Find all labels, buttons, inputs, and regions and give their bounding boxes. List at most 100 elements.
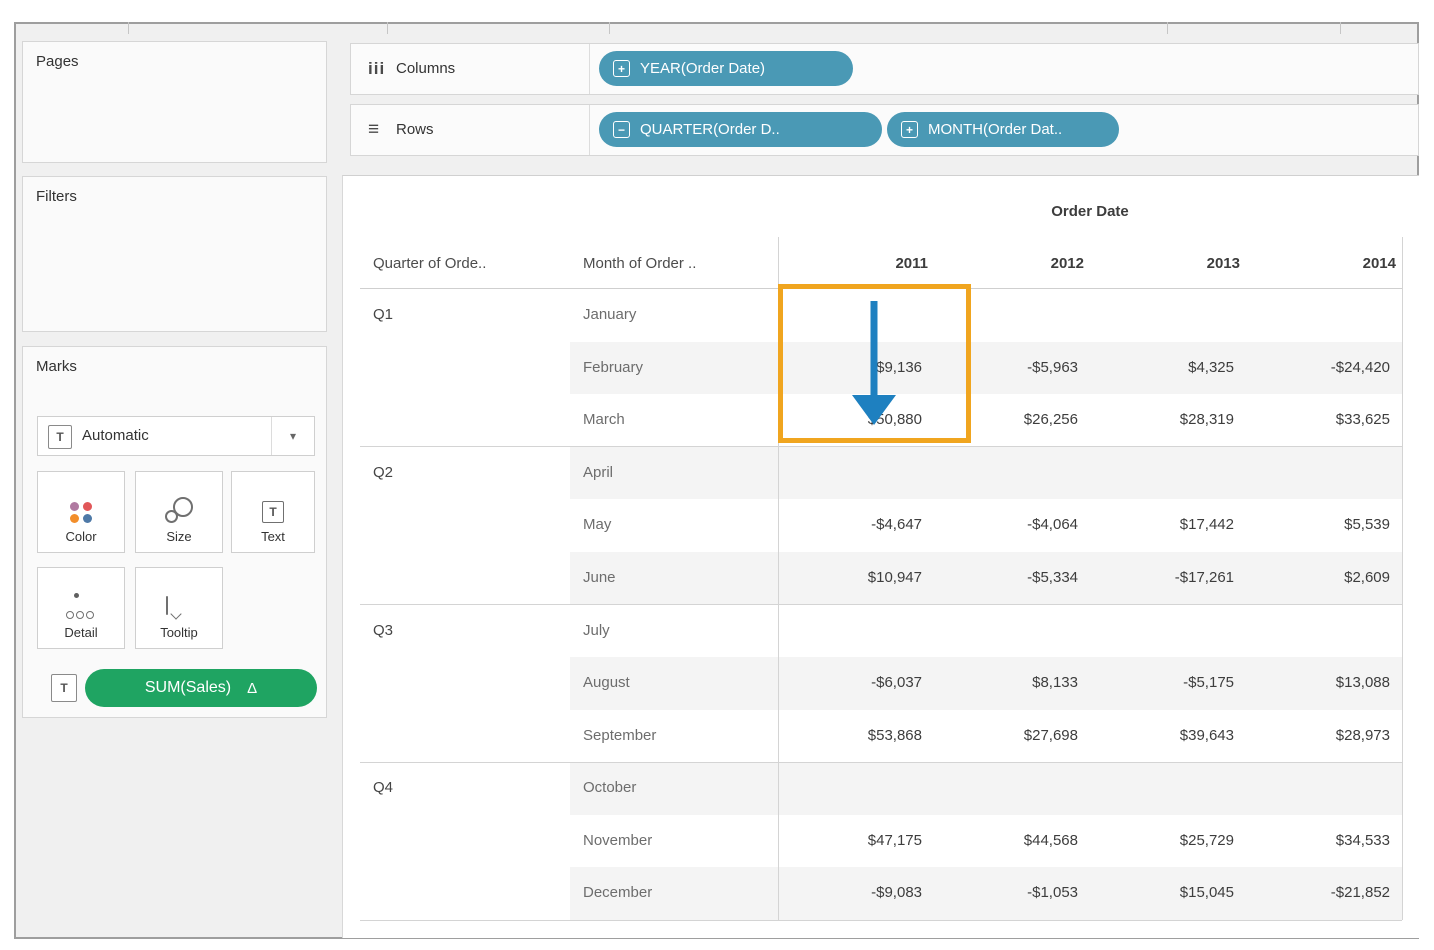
expand-icon[interactable]: +: [901, 121, 918, 138]
table-cell[interactable]: [1100, 605, 1234, 657]
pill-sum-sales-label: SUM(Sales): [144, 679, 232, 696]
pill-month-order-date[interactable]: + MONTH(Order Dat..: [887, 112, 1119, 147]
pill-year-order-date[interactable]: + YEAR(Order Date): [599, 51, 853, 86]
month-label[interactable]: September: [583, 727, 657, 744]
table-cell[interactable]: $13,088: [1335, 674, 1390, 691]
year-header-2011[interactable]: 2011: [895, 255, 928, 272]
table-cell[interactable]: $26,256: [1023, 411, 1078, 428]
quarter-label[interactable]: Q2: [373, 464, 394, 481]
table-cell[interactable]: $27,698: [1023, 727, 1078, 744]
table-cell[interactable]: -$4,647: [871, 516, 922, 533]
table-cell[interactable]: [788, 605, 922, 657]
year-header-2013[interactable]: 2013: [1206, 255, 1240, 272]
table-cell[interactable]: -$5,175: [1183, 674, 1234, 691]
mark-type-value: Automatic: [82, 427, 149, 444]
table-cell[interactable]: -$9,083: [871, 884, 922, 901]
table-cell[interactable]: $25,729: [1179, 832, 1234, 849]
year-header-2012[interactable]: 2012: [1050, 255, 1084, 272]
row-band: [570, 867, 1402, 920]
table-cell[interactable]: -$21,852: [1330, 884, 1390, 901]
table-cell[interactable]: [1256, 605, 1390, 657]
table-cell[interactable]: -$5,963: [1027, 359, 1078, 376]
month-label[interactable]: March: [583, 411, 625, 428]
table-cell[interactable]: [788, 762, 922, 814]
table-cell[interactable]: $53,868: [867, 727, 922, 744]
tooltip-button[interactable]: Tooltip: [135, 567, 223, 649]
month-label[interactable]: February: [583, 359, 644, 376]
table-cell[interactable]: [1100, 289, 1234, 341]
filters-title: Filters: [36, 188, 77, 205]
table-cell[interactable]: [788, 447, 922, 499]
table-cell[interactable]: $44,568: [1023, 832, 1078, 849]
table-cell[interactable]: $5,539: [1344, 516, 1390, 533]
month-label[interactable]: August: [583, 674, 630, 691]
pill-quarter-order-date[interactable]: − QUARTER(Order D..: [599, 112, 882, 147]
table-cell[interactable]: $47,175: [867, 832, 922, 849]
columns-shelf[interactable]: iii Columns + YEAR(Order Date): [350, 43, 1419, 95]
column-field-title[interactable]: Order Date: [1051, 203, 1129, 220]
pill-sum-sales[interactable]: SUM(Sales) Δ: [85, 669, 317, 707]
table-cell[interactable]: $15,045: [1179, 884, 1234, 901]
table-cell[interactable]: [1100, 762, 1234, 814]
quarter-label[interactable]: Q4: [373, 779, 394, 796]
detail-label: Detail: [64, 625, 98, 640]
table-cell[interactable]: [1256, 762, 1390, 814]
table-cell[interactable]: $2,609: [1344, 569, 1390, 586]
month-column-header[interactable]: Month of Order ..: [583, 255, 697, 272]
year-header-2014[interactable]: 2014: [1362, 255, 1396, 272]
table-cell[interactable]: -$9,136: [871, 359, 922, 376]
table-cell[interactable]: [944, 447, 1078, 499]
month-label[interactable]: May: [583, 516, 612, 533]
table-cell[interactable]: $50,880: [867, 411, 922, 428]
month-label[interactable]: October: [583, 779, 637, 796]
table-cell[interactable]: -$4,064: [1027, 516, 1078, 533]
pill-label: QUARTER(Order D..: [640, 121, 780, 138]
text-encoding-icon: T: [51, 674, 77, 702]
size-icon: [165, 497, 193, 523]
text-button[interactable]: T Text: [231, 471, 315, 553]
table-cell[interactable]: -$17,261: [1174, 569, 1234, 586]
filters-shelf[interactable]: Filters: [22, 176, 327, 332]
table-cell[interactable]: -$5,334: [1027, 569, 1078, 586]
table-cell[interactable]: [1256, 447, 1390, 499]
rows-shelf[interactable]: ≡ Rows − QUARTER(Order D.. + MONTH(Order…: [350, 104, 1419, 156]
month-label[interactable]: June: [583, 569, 616, 586]
table-cell[interactable]: $39,643: [1179, 727, 1234, 744]
table-cell[interactable]: $34,533: [1335, 832, 1390, 849]
table-cell[interactable]: $17,442: [1179, 516, 1234, 533]
month-label[interactable]: December: [583, 884, 653, 901]
month-label[interactable]: November: [583, 832, 653, 849]
month-label[interactable]: April: [583, 464, 614, 481]
table-cell[interactable]: $8,133: [1032, 674, 1078, 691]
table-cell[interactable]: $10,947: [867, 569, 922, 586]
table-cell[interactable]: [944, 762, 1078, 814]
expand-icon[interactable]: +: [613, 60, 630, 77]
table-cell[interactable]: -$24,420: [1330, 359, 1390, 376]
table-cell[interactable]: $28,973: [1335, 727, 1390, 744]
table-cell[interactable]: [944, 605, 1078, 657]
table-cell[interactable]: $28,319: [1179, 411, 1234, 428]
toolbar-tick: [609, 22, 610, 34]
quarter-divider: [360, 446, 1402, 447]
size-button[interactable]: Size: [135, 471, 223, 553]
color-button[interactable]: Color: [37, 471, 125, 553]
quarter-label[interactable]: Q1: [373, 306, 394, 323]
month-label[interactable]: January: [583, 306, 637, 323]
month-label[interactable]: July: [583, 622, 610, 639]
color-label: Color: [65, 529, 97, 544]
detail-button[interactable]: Detail: [37, 567, 125, 649]
table-cell[interactable]: [1100, 447, 1234, 499]
table-cell[interactable]: $33,625: [1335, 411, 1390, 428]
table-cell[interactable]: -$6,037: [871, 674, 922, 691]
detail-icon: [66, 593, 96, 619]
mark-type-dropdown[interactable]: T Automatic ▾: [37, 416, 315, 456]
quarter-column-header[interactable]: Quarter of Orde..: [373, 255, 487, 272]
table-cell[interactable]: $4,325: [1188, 359, 1234, 376]
columns-icon: iii: [368, 59, 386, 78]
pages-shelf[interactable]: Pages: [22, 41, 327, 163]
table-cell[interactable]: [1256, 289, 1390, 341]
table-cell[interactable]: -$1,053: [1027, 884, 1078, 901]
quarter-label[interactable]: Q3: [373, 622, 394, 639]
collapse-icon[interactable]: −: [613, 121, 630, 138]
row-band: [570, 342, 1402, 394]
